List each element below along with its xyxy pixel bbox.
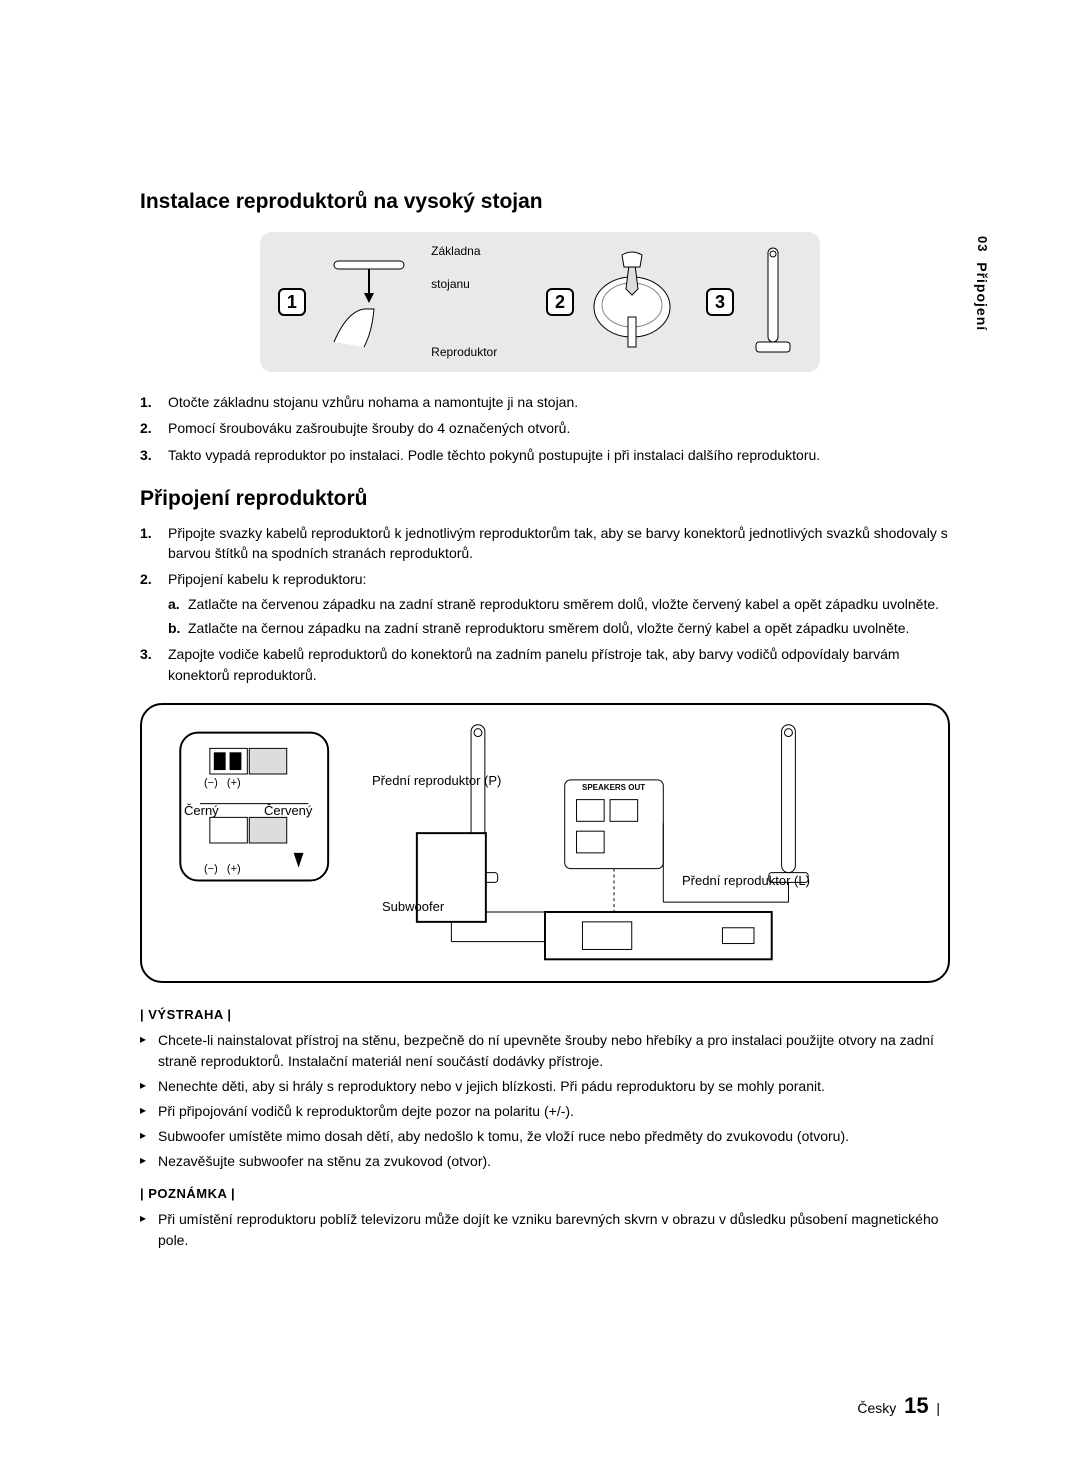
step-badge-1: 1 (278, 288, 306, 316)
wiring-minus-2: (−) (204, 863, 218, 875)
diagram-svg-3 (742, 242, 802, 362)
diagram-label-base: Základna stojanu (431, 235, 522, 302)
alpha-text: Zatlačte na červenou západku na zadní st… (188, 596, 939, 612)
warning-title: | VÝSTRAHA | (140, 1007, 950, 1022)
section1-title: Instalace reproduktorů na vysoký stojan (140, 190, 950, 214)
note-list: Při umístění reproduktoru poblíž televiz… (140, 1209, 950, 1251)
diagram-step-3: 3 (706, 242, 802, 362)
list-item: Takto vypadá reproduktor po instalaci. P… (140, 445, 950, 465)
list-item: Při připojování vodičů k reproduktorům d… (140, 1101, 950, 1122)
list-item: Chcete-li nainstalovat přístroj na stěnu… (140, 1030, 950, 1072)
diagram-svg-1 (314, 247, 423, 357)
list-item: Při umístění reproduktoru poblíž televiz… (140, 1209, 950, 1251)
list-item: Nenechte děti, aby si hrály s reprodukto… (140, 1076, 950, 1097)
warning-list: Chcete-li nainstalovat přístroj na stěnu… (140, 1030, 950, 1172)
wiring-plus-2: (+) (227, 863, 241, 875)
footer-page: 15 (904, 1393, 928, 1418)
list-item: Připojení kabelu k reproduktoru: a. Zatl… (140, 569, 950, 638)
wiring-speakers-out: SPEAKERS OUT (582, 783, 645, 792)
step2-text: Připojení kabelu k reproduktoru: (168, 571, 366, 587)
section2-title: Připojení reproduktorů (140, 487, 950, 511)
alpha-key: b. (168, 618, 180, 638)
list-item: Zapojte vodiče kabelů reproduktorů do ko… (140, 644, 950, 685)
step-badge-3: 3 (706, 288, 734, 316)
list-item: Nezavěšujte subwoofer na stěnu za zvukov… (140, 1151, 950, 1172)
diagram-step-1: 1 Základna stojanu Reproduktor (278, 235, 522, 370)
section2-steps: Připojte svazky kabelů reproduktorů k je… (140, 523, 950, 685)
diagram-step-2: 2 (546, 247, 682, 357)
diagram-label-speaker: Reproduktor (431, 336, 522, 370)
footer-lang: Česky (857, 1400, 896, 1416)
alpha-key: a. (168, 594, 180, 614)
wiring-diagram: Černý Červený (−) (+) (−) (+) Přední rep… (140, 703, 950, 983)
diagram-svg-2 (582, 247, 682, 357)
wiring-front-l: Přední reproduktor (L) (682, 873, 810, 888)
page-content: Instalace reproduktorů na vysoký stojan … (0, 0, 1080, 1335)
list-item: a. Zatlačte na červenou západku na zadní… (168, 594, 950, 614)
wiring-minus: (−) (204, 777, 218, 789)
sub-alpha-list: a. Zatlačte na červenou západku na zadní… (168, 594, 950, 639)
wiring-svg (142, 705, 948, 981)
list-item: Subwoofer umístěte mimo dosah dětí, aby … (140, 1126, 950, 1147)
section1-steps: Otočte základnu stojanu vzhůru nohama a … (140, 392, 950, 465)
wiring-red: Červený (264, 803, 312, 818)
alpha-text: Zatlačte na černou západku na zadní stra… (188, 620, 909, 636)
note-title: | POZNÁMKA | (140, 1186, 950, 1201)
wiring-sub: Subwoofer (382, 899, 444, 914)
list-item: Otočte základnu stojanu vzhůru nohama a … (140, 392, 950, 412)
page-footer: Česky 15 | (857, 1393, 940, 1419)
wiring-plus: (+) (227, 777, 241, 789)
install-diagram: 1 Základna stojanu Reproduktor 2 (260, 232, 820, 372)
step-badge-2: 2 (546, 288, 574, 316)
list-item: Připojte svazky kabelů reproduktorů k je… (140, 523, 950, 564)
footer-bar: | (936, 1400, 940, 1416)
wiring-front-r: Přední reproduktor (P) (372, 773, 501, 788)
wiring-black: Černý (184, 803, 219, 818)
list-item: b. Zatlačte na černou západku na zadní s… (168, 618, 950, 638)
list-item: Pomocí šroubováku zašroubujte šrouby do … (140, 418, 950, 438)
